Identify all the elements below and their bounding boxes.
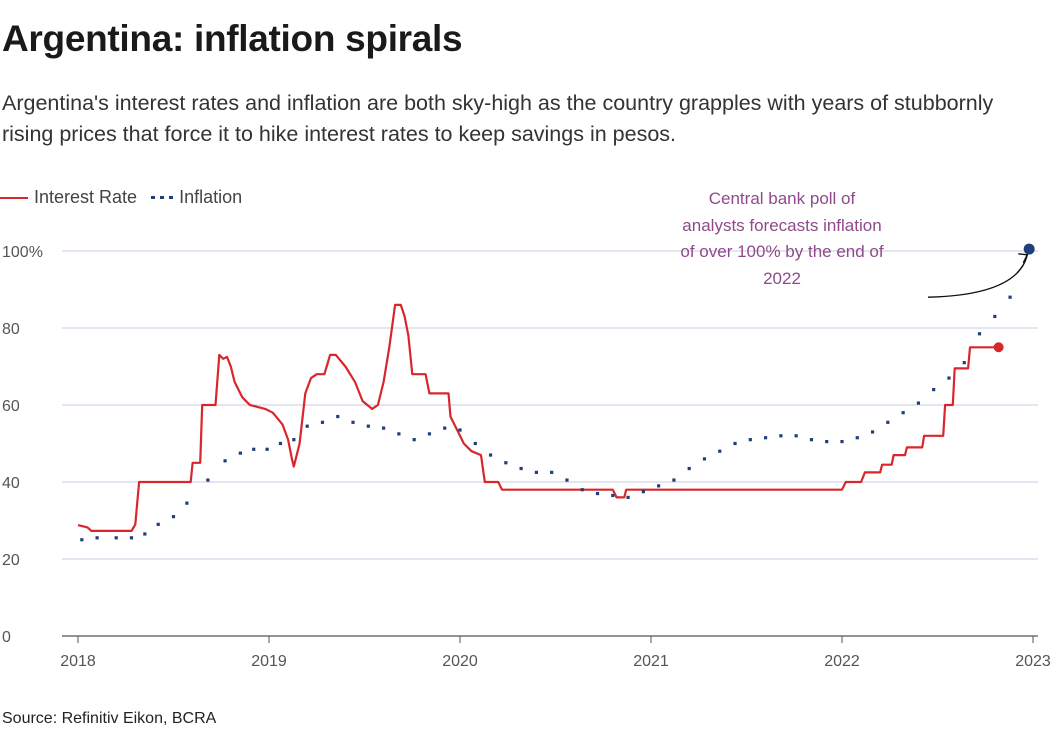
chart-title: Argentina: inflation spirals: [2, 18, 463, 59]
inflation-point: [366, 424, 370, 428]
inflation-point: [351, 420, 355, 424]
x-tick-label: 2020: [442, 653, 478, 670]
inflation-point: [292, 438, 296, 442]
inflation-point: [947, 376, 951, 380]
inflation-point: [185, 501, 189, 505]
inflation-point: [764, 436, 768, 440]
y-tick-label: 40: [2, 475, 20, 492]
y-tick-label: 80: [2, 321, 20, 338]
y-tick-label: 0: [2, 629, 11, 646]
x-tick-label: 2019: [251, 653, 287, 670]
inflation-end-marker: [1023, 243, 1035, 255]
x-tick-label: 2021: [633, 653, 669, 670]
x-tick-label: 2018: [60, 653, 96, 670]
inflation-point: [320, 420, 325, 424]
inflation-point: [886, 420, 890, 424]
legend-item-interest-rate: Interest Rate: [0, 187, 137, 208]
x-tick-label: 2023: [1015, 653, 1051, 670]
inflation-point: [488, 453, 493, 457]
inflation-point: [412, 438, 416, 442]
inflation-point: [1008, 295, 1012, 299]
inflation-point: [672, 478, 676, 482]
inflation-point: [916, 401, 920, 405]
inflation-point: [794, 434, 798, 438]
inflation-point: [223, 459, 227, 463]
inflation-point: [443, 426, 447, 430]
chart-annotation: Central bank poll of analysts forecasts …: [652, 186, 912, 292]
inflation-point: [870, 430, 875, 434]
inflation-point: [143, 532, 147, 536]
inflation-point: [156, 522, 160, 526]
inflation-point: [550, 470, 554, 474]
inflation-point: [95, 536, 99, 540]
annotation-arrow: [927, 254, 1028, 298]
y-tick-label: 60: [2, 398, 20, 415]
annotation-line: analysts forecasts inflation: [682, 215, 882, 235]
inflation-point: [252, 447, 256, 451]
inflation-point: [129, 536, 134, 540]
inflation-point: [114, 536, 118, 540]
legend-label-interest-rate: Interest Rate: [34, 187, 138, 207]
inflation-point: [962, 361, 966, 365]
inflation-point: [855, 436, 859, 440]
x-tick-label: 2022: [824, 653, 860, 670]
inflation-point: [206, 478, 210, 482]
inflation-point: [687, 466, 691, 471]
inflation-point: [305, 424, 309, 428]
interest-rate-line: [77, 303, 999, 532]
inflation-point: [932, 388, 936, 392]
annotation-line: of over 100% by the end of: [680, 242, 884, 261]
source-note: Source: Refinitiv Eikon, BCRA: [2, 710, 217, 727]
chart-subtitle: Argentina's interest rates and inflation…: [2, 91, 994, 146]
annotation-line: Central bank poll of: [708, 189, 856, 208]
inflation-point: [641, 490, 645, 494]
inflation-point: [779, 434, 783, 438]
inflation-point: [519, 466, 523, 471]
inflation-point: [993, 314, 997, 319]
inflation-point: [458, 428, 462, 432]
inflation-point: [171, 515, 176, 519]
inflation-point: [534, 470, 538, 474]
inflation-point: [977, 332, 982, 336]
inflation-point: [473, 441, 477, 446]
legend-item-inflation: Inflation: [151, 187, 242, 208]
inflation-point: [702, 457, 707, 461]
inflation-point: [657, 484, 661, 488]
annotation-arrowhead: [1018, 253, 1029, 264]
annotation-line: 2022: [763, 268, 801, 288]
interest-rate-end-marker: [993, 342, 1004, 353]
inflation-point: [809, 438, 814, 442]
inflation-point: [278, 441, 283, 446]
inflation-point: [265, 447, 269, 451]
inflation-point: [238, 451, 242, 455]
inflation-point: [580, 488, 584, 492]
legend-label-inflation: Inflation: [179, 187, 243, 207]
inflation-point: [901, 411, 905, 415]
y-tick-label: 100%: [2, 244, 43, 261]
inflation-point: [748, 438, 752, 442]
inflation-point: [565, 478, 569, 482]
inflation-point: [80, 538, 84, 542]
inflation-point: [427, 432, 432, 436]
inflation-point: [336, 414, 340, 419]
inflation-point: [595, 491, 600, 496]
inflation-point: [611, 493, 615, 498]
legend-swatch-interest-rate: [0, 196, 28, 199]
inflation-point: [825, 439, 829, 444]
inflation-point: [733, 441, 737, 446]
y-tick-label: 20: [2, 552, 20, 569]
legend: Interest Rate Inflation: [0, 187, 256, 208]
inflation-point: [718, 449, 722, 453]
legend-swatch-inflation: [151, 196, 174, 199]
inflation-point: [397, 432, 401, 436]
inflation-point: [626, 495, 630, 499]
inflation-point: [504, 461, 508, 465]
inflation-point: [382, 426, 386, 430]
inflation-point: [840, 439, 844, 444]
